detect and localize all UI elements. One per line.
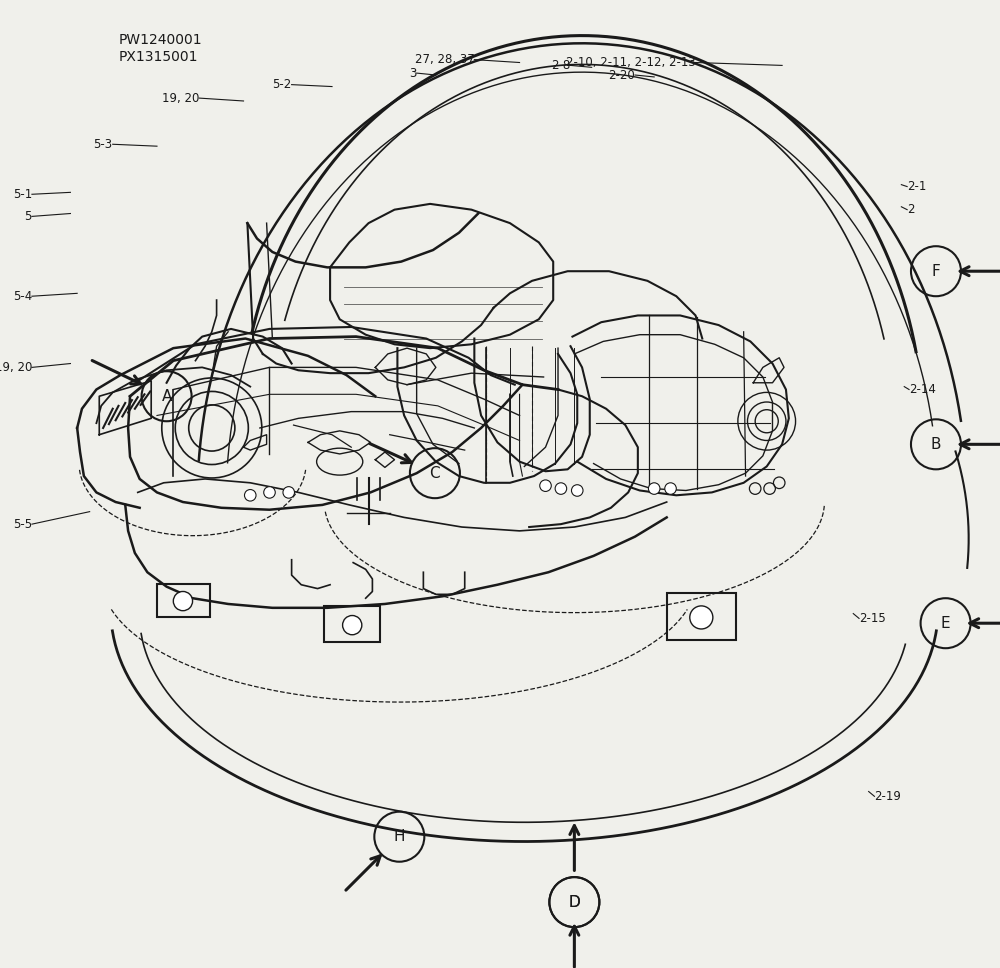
Text: 3: 3	[409, 67, 417, 79]
Text: PX1315001: PX1315001	[119, 50, 198, 64]
Text: D: D	[568, 894, 580, 910]
Text: 5-5: 5-5	[13, 518, 32, 530]
Circle shape	[264, 487, 275, 499]
Bar	[324, 606, 380, 643]
Bar	[157, 584, 210, 618]
Text: 2-14: 2-14	[909, 383, 936, 396]
Text: 5-1: 5-1	[13, 188, 32, 200]
Text: 2-15: 2-15	[859, 612, 886, 625]
Text: 27, 28, 37: 27, 28, 37	[415, 53, 474, 66]
Text: 5-3: 5-3	[94, 137, 113, 151]
Text: 2-20: 2-20	[608, 69, 635, 81]
Circle shape	[648, 483, 660, 495]
Circle shape	[244, 490, 256, 501]
Text: E: E	[941, 616, 950, 631]
Circle shape	[540, 480, 551, 492]
Text: H: H	[394, 830, 405, 844]
Circle shape	[343, 616, 362, 635]
Circle shape	[571, 485, 583, 497]
Text: D: D	[568, 894, 580, 910]
Text: 2-19: 2-19	[874, 790, 901, 802]
Text: 5-2: 5-2	[272, 78, 292, 91]
Text: 2-1: 2-1	[907, 180, 927, 193]
Text: A: A	[161, 389, 172, 404]
Circle shape	[690, 606, 713, 629]
Text: 2-10, 2-11, 2-12, 2-13: 2-10, 2-11, 2-12, 2-13	[566, 56, 696, 69]
Text: 5-4: 5-4	[13, 289, 32, 303]
Text: 2-8: 2-8	[551, 59, 571, 72]
Text: C: C	[430, 466, 440, 481]
Text: 19, 20: 19, 20	[162, 92, 199, 105]
Circle shape	[173, 591, 193, 611]
Text: 2: 2	[907, 203, 915, 216]
Text: 5: 5	[25, 210, 32, 223]
Circle shape	[555, 483, 567, 495]
Circle shape	[283, 487, 295, 499]
Bar	[667, 593, 736, 640]
Text: PW1240001: PW1240001	[119, 33, 202, 46]
Circle shape	[665, 483, 676, 495]
Text: F: F	[932, 263, 940, 279]
Text: B: B	[931, 437, 941, 452]
Text: 19, 20: 19, 20	[0, 361, 32, 374]
